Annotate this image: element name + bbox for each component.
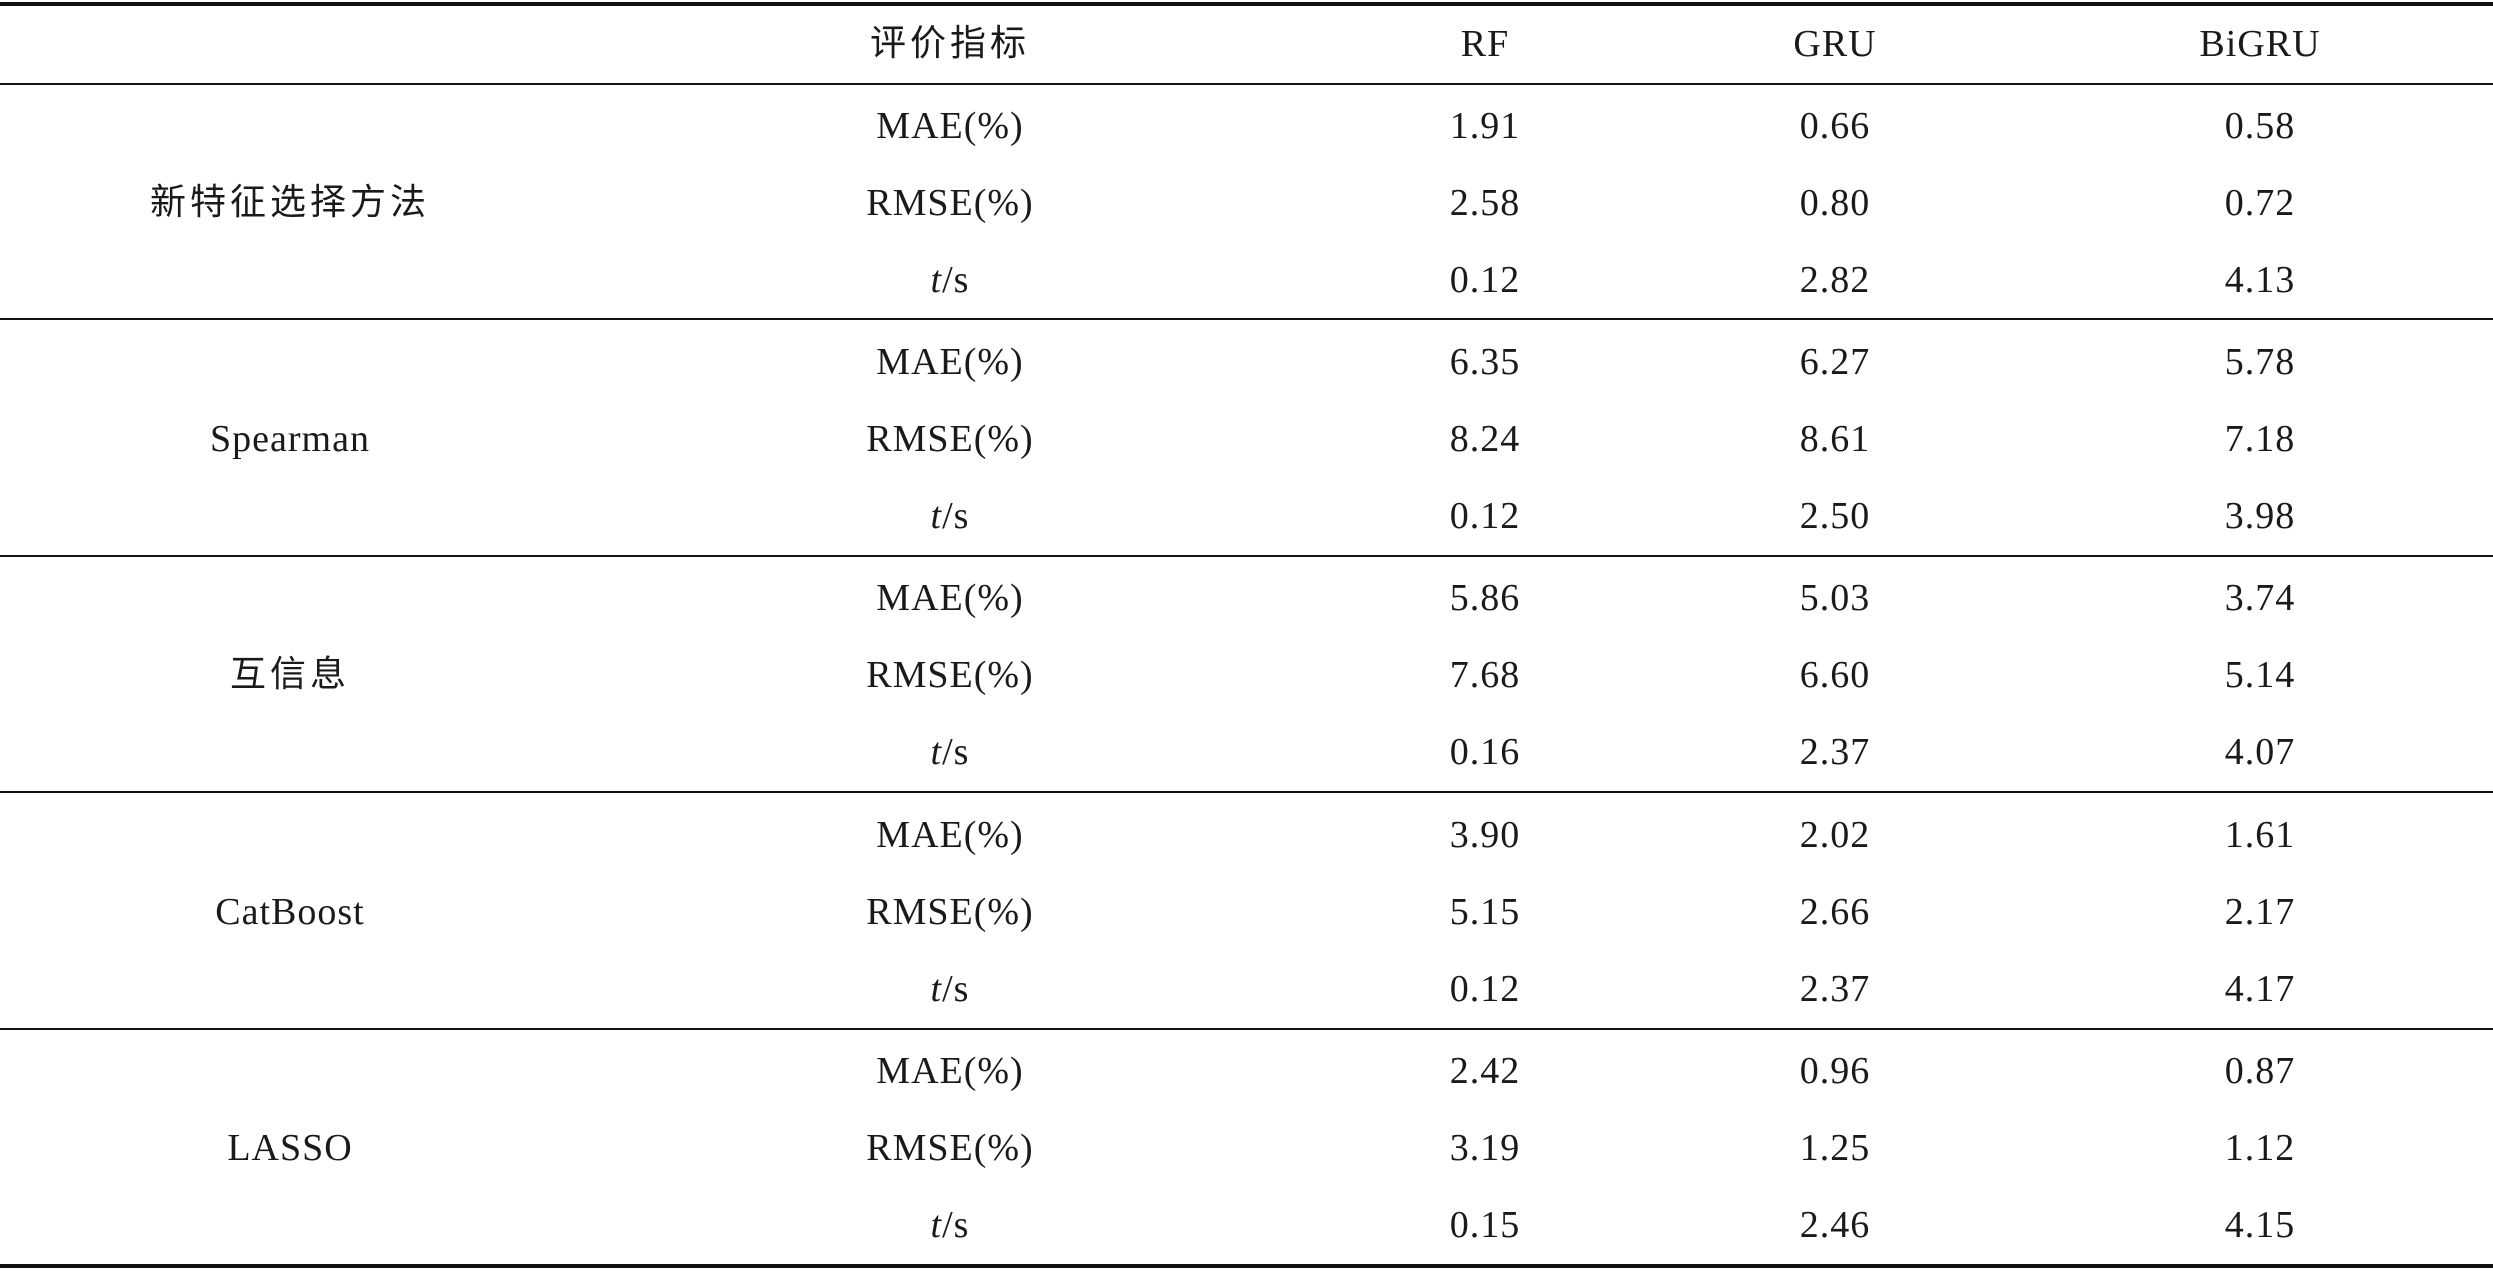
value-cell: 3.74 [2224, 577, 2296, 619]
value-cell: 8.24 [1449, 418, 1521, 460]
top-rule [0, 2, 2493, 6]
value-cell: 0.72 [2224, 182, 2296, 224]
metric-label: t/s [750, 241, 1150, 319]
value-cell: 2.42 [1449, 1050, 1521, 1092]
metric-unit: /s [942, 495, 970, 537]
header-rule [0, 83, 2493, 85]
value-cell: 2.46 [1799, 1204, 1871, 1246]
value-cell: 0.12 [1449, 495, 1521, 537]
value-cell: 0.16 [1449, 731, 1521, 773]
metric-unit: /s [942, 968, 970, 1010]
metric-label: t/s [750, 713, 1150, 791]
value-cell: 3.98 [2224, 495, 2296, 537]
value-cell: 1.25 [1799, 1127, 1871, 1169]
value-cell: 6.35 [1449, 341, 1521, 383]
method-label: 新特征选择方法 [149, 182, 430, 223]
value-cell: 0.12 [1449, 968, 1521, 1010]
value-cell: 2.82 [1799, 259, 1871, 301]
metric-variable: t [930, 259, 943, 301]
metric-variable: t [930, 968, 943, 1010]
header-rf: RF [1460, 23, 1510, 65]
group-divider [0, 318, 2493, 320]
value-cell: 0.58 [2224, 105, 2296, 147]
value-cell: 0.12 [1449, 259, 1521, 301]
value-cell: 4.07 [2224, 731, 2296, 773]
value-cell: 4.17 [2224, 968, 2296, 1010]
metric-label: RMSE(%) [866, 1127, 1034, 1169]
value-cell: 5.03 [1799, 577, 1871, 619]
metric-label: RMSE(%) [866, 891, 1034, 933]
value-cell: 0.96 [1799, 1050, 1871, 1092]
header-metric: 评价指标 [869, 23, 1030, 64]
metric-label: t/s [750, 1186, 1150, 1264]
value-cell: 0.87 [2224, 1050, 2296, 1092]
metric-label: RMSE(%) [866, 182, 1034, 224]
value-cell: 3.90 [1449, 814, 1521, 856]
value-cell: 2.17 [2224, 891, 2296, 933]
value-cell: 0.66 [1799, 105, 1871, 147]
value-cell: 2.50 [1799, 495, 1871, 537]
value-cell: 5.78 [2224, 341, 2296, 383]
value-cell: 1.91 [1449, 105, 1521, 147]
value-cell: 0.80 [1799, 182, 1871, 224]
method-label: LASSO [227, 1127, 353, 1169]
metric-variable: t [930, 1204, 943, 1246]
metric-label: RMSE(%) [866, 654, 1034, 696]
method-label: Spearman [210, 418, 370, 460]
value-cell: 2.37 [1799, 968, 1871, 1010]
header-bigru: BiGRU [2199, 23, 2321, 65]
value-cell: 1.61 [2224, 814, 2296, 856]
metric-label: MAE(%) [876, 105, 1024, 147]
value-cell: 1.12 [2224, 1127, 2296, 1169]
value-cell: 8.61 [1799, 418, 1871, 460]
value-cell: 4.15 [2224, 1204, 2296, 1246]
method-label: 互信息 [229, 654, 350, 695]
value-cell: 7.68 [1449, 654, 1521, 696]
metric-label: MAE(%) [876, 814, 1024, 856]
bottom-rule [0, 1264, 2493, 1268]
metric-label: t/s [750, 477, 1150, 555]
metric-unit: /s [942, 259, 970, 301]
metric-label: RMSE(%) [866, 418, 1034, 460]
value-cell: 2.37 [1799, 731, 1871, 773]
value-cell: 2.66 [1799, 891, 1871, 933]
value-cell: 4.13 [2224, 259, 2296, 301]
metric-label: MAE(%) [876, 341, 1024, 383]
value-cell: 5.86 [1449, 577, 1521, 619]
value-cell: 5.15 [1449, 891, 1521, 933]
header-gru: GRU [1793, 23, 1877, 65]
group-divider [0, 1028, 2493, 1030]
value-cell: 7.18 [2224, 418, 2296, 460]
metric-unit: /s [942, 1204, 970, 1246]
group-divider [0, 555, 2493, 557]
group-divider [0, 791, 2493, 793]
value-cell: 5.14 [2224, 654, 2296, 696]
value-cell: 6.27 [1799, 341, 1871, 383]
value-cell: 6.60 [1799, 654, 1871, 696]
metric-variable: t [930, 731, 943, 773]
metric-label: t/s [750, 950, 1150, 1028]
method-label: CatBoost [215, 891, 365, 933]
metric-label: MAE(%) [876, 1050, 1024, 1092]
value-cell: 2.02 [1799, 814, 1871, 856]
value-cell: 3.19 [1449, 1127, 1521, 1169]
metric-label: MAE(%) [876, 577, 1024, 619]
value-cell: 2.58 [1449, 182, 1521, 224]
value-cell: 0.15 [1449, 1204, 1521, 1246]
metric-unit: /s [942, 731, 970, 773]
metric-variable: t [930, 495, 943, 537]
